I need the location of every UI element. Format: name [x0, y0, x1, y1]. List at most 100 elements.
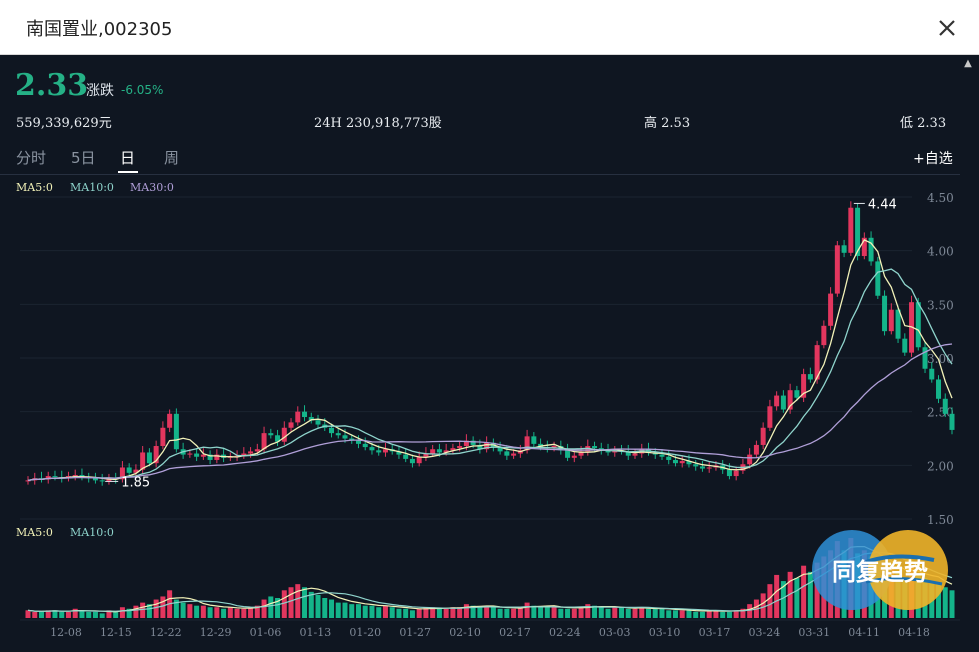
volume-bar: [295, 584, 301, 618]
volume-bar: [767, 584, 773, 618]
volume-bar: [140, 602, 146, 618]
candle-body: [126, 467, 132, 473]
date-tick-label: 03-10: [649, 626, 681, 639]
candle-body: [814, 345, 820, 380]
volume-bar: [605, 608, 611, 618]
tab-intraday[interactable]: 分时: [16, 149, 47, 167]
volume-bar: [79, 610, 85, 618]
candle-body: [362, 443, 368, 448]
volume-bar: [409, 610, 415, 618]
tab-5day[interactable]: 5日: [71, 149, 96, 167]
ma10-line: [27, 268, 953, 482]
volume-ma5-line: [27, 545, 953, 613]
add-watchlist-button[interactable]: +自选: [913, 151, 953, 167]
date-tick-label: 03-31: [798, 626, 830, 639]
volume-bar: [25, 610, 31, 618]
candle-body: [578, 451, 584, 456]
candle-body: [423, 453, 429, 457]
volume-bar: [133, 605, 139, 618]
volume-bar: [612, 607, 618, 618]
volume-bar: [234, 608, 240, 618]
low-value: 2.33: [917, 116, 947, 131]
date-tick-label: 01-06: [250, 626, 282, 639]
volume-bar: [106, 610, 112, 618]
candle-body: [787, 390, 793, 410]
candle-body: [207, 454, 213, 460]
candle-body: [760, 427, 766, 445]
candle-body: [753, 444, 759, 455]
volume-bar: [65, 611, 71, 618]
volume-bar: [119, 607, 125, 618]
candle-body: [922, 347, 928, 369]
low-label: 低: [900, 116, 914, 131]
scroll-up-arrow-icon[interactable]: ▲: [964, 58, 972, 69]
candle-body: [450, 448, 456, 451]
candle-body: [403, 454, 409, 459]
volume-bar: [261, 599, 267, 618]
volume-bar: [146, 604, 152, 618]
title-bar: 南国置业,002305: [0, 0, 979, 55]
candle-body: [936, 379, 942, 399]
volume-bar: [490, 607, 496, 618]
candle-body: [133, 469, 139, 473]
candle-body: [457, 446, 463, 449]
candle-body: [733, 470, 739, 477]
volume-bar: [504, 608, 510, 618]
candle-body: [153, 446, 159, 464]
volume-bar: [693, 611, 699, 618]
candle-body: [855, 207, 861, 257]
candle-body: [828, 293, 834, 326]
volume-bar: [497, 608, 503, 618]
volume-bar: [450, 607, 456, 618]
date-tick-label: 03-03: [599, 626, 631, 639]
candle-body: [241, 453, 247, 456]
candle-body: [160, 427, 166, 447]
candle-body: [592, 446, 598, 449]
high-price: 高 2.53: [644, 112, 690, 131]
candle-body: [511, 453, 517, 456]
candle-body: [106, 478, 112, 482]
date-tick-label: 01-20: [349, 626, 381, 639]
volume-bar: [484, 605, 490, 618]
candle-body: [882, 295, 888, 332]
volume-bar: [349, 604, 355, 618]
volume-bar: [531, 605, 537, 618]
candle-body: [261, 433, 267, 450]
candle-body: [140, 452, 146, 470]
volume-bar: [288, 587, 294, 618]
vol-ma10-legend: MA10:0: [70, 526, 114, 539]
price-tick-label: 1.50: [927, 513, 954, 527]
volume-bar: [376, 607, 382, 618]
volume-bar: [936, 584, 942, 618]
candle-body: [625, 451, 631, 456]
volume-bar: [389, 607, 395, 618]
candle-body: [200, 454, 206, 457]
candle-body: [747, 454, 753, 465]
candle-body: [538, 443, 544, 448]
watermark-logo: 同复趋势: [806, 524, 954, 616]
volume-bar: [194, 605, 200, 618]
volume-bar: [619, 607, 625, 618]
candle-body: [382, 449, 388, 453]
close-icon[interactable]: [934, 15, 960, 41]
candle-body: [342, 435, 348, 439]
volume-bar: [686, 610, 692, 618]
volume-bar: [86, 611, 92, 618]
candle-body: [436, 449, 442, 453]
tab-daily[interactable]: 日: [120, 149, 136, 167]
volume-bar: [126, 608, 132, 618]
volume-bar: [382, 605, 388, 618]
date-tick-label: 02-10: [449, 626, 481, 639]
tab-weekly[interactable]: 周: [164, 149, 180, 167]
date-tick-label: 02-17: [499, 626, 531, 639]
candle-body: [774, 395, 780, 407]
window-title: 南国置业,002305: [26, 19, 173, 40]
candle-body: [214, 454, 220, 460]
candle-body: [780, 395, 786, 410]
price-tick-label: 3.50: [927, 298, 954, 312]
volume-bar: [335, 602, 341, 618]
volume-bar: [787, 571, 793, 618]
volume-bar: [565, 608, 571, 618]
date-tick-label: 04-18: [898, 626, 930, 639]
